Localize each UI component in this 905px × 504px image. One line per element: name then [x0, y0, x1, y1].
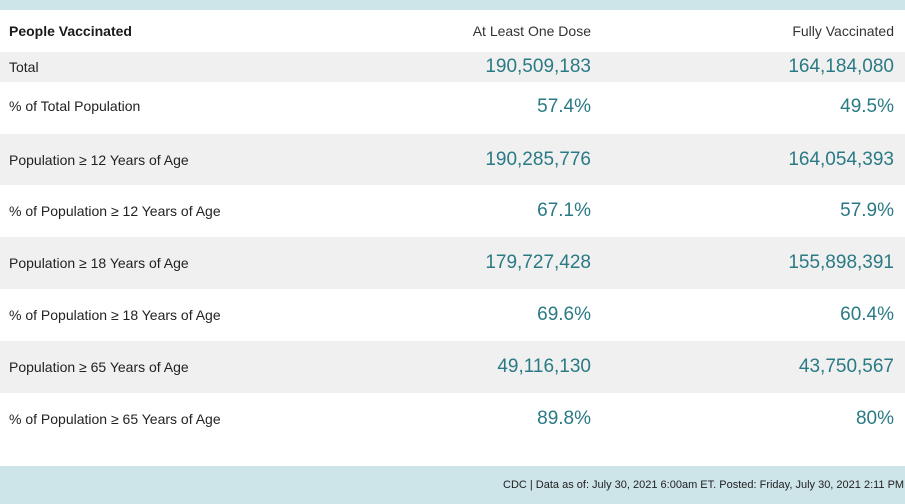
table-row: Population ≥ 12 Years of Age 190,285,776…: [0, 134, 905, 185]
at-least-one-dose-value: 57.4%: [537, 96, 591, 117]
at-least-one-dose-value: 89.8%: [537, 408, 591, 429]
at-least-one-dose-value: 67.1%: [537, 200, 591, 221]
row-label: % of Population ≥ 65 Years of Age: [9, 411, 221, 427]
row-label: Population ≥ 18 Years of Age: [9, 255, 189, 271]
fully-vaccinated-value: 57.9%: [840, 200, 894, 221]
row-label: Population ≥ 65 Years of Age: [9, 359, 189, 375]
table-row: % of Population ≥ 65 Years of Age 89.8% …: [0, 393, 905, 445]
fully-vaccinated-value: 43,750,567: [798, 356, 894, 377]
table-row: % of Population ≥ 12 Years of Age 67.1% …: [0, 185, 905, 237]
table-header-row: People Vaccinated At Least One Dose Full…: [0, 10, 905, 52]
row-label: Population ≥ 12 Years of Age: [9, 151, 189, 168]
header-at-least-one-dose: At Least One Dose: [472, 23, 591, 39]
top-strip: [0, 0, 905, 10]
row-label: % of Population ≥ 12 Years of Age: [9, 203, 221, 219]
row-label: % of Total Population: [9, 98, 141, 114]
at-least-one-dose-value: 49,116,130: [497, 356, 591, 377]
row-label: Total: [9, 59, 39, 75]
table-row: Population ≥ 18 Years of Age 179,727,428…: [0, 237, 905, 289]
table-row: % of Population ≥ 18 Years of Age 69.6% …: [0, 289, 905, 341]
header-label: People Vaccinated: [9, 23, 132, 39]
at-least-one-dose-value: 69.6%: [537, 304, 591, 325]
at-least-one-dose-value: 190,509,183: [485, 56, 591, 77]
fully-vaccinated-value: 80%: [855, 408, 894, 429]
header-fully-vaccinated: Fully Vaccinated: [792, 23, 894, 39]
table-row: Total 190,509,183 164,184,080: [0, 52, 905, 82]
row-label: % of Population ≥ 18 Years of Age: [9, 307, 221, 323]
vaccination-table: People Vaccinated At Least One Dose Full…: [0, 10, 905, 445]
footer-bar: CDC | Data as of: July 30, 2021 6:00am E…: [0, 466, 905, 504]
at-least-one-dose-value: 179,727,428: [485, 252, 591, 273]
fully-vaccinated-value: 155,898,391: [788, 252, 894, 273]
table-row: Population ≥ 65 Years of Age 49,116,130 …: [0, 341, 905, 393]
data-source-note: CDC | Data as of: July 30, 2021 6:00am E…: [503, 479, 905, 491]
table-row: % of Total Population 57.4% 49.5%: [0, 82, 905, 134]
at-least-one-dose-value: 190,285,776: [485, 148, 591, 170]
fully-vaccinated-value: 49.5%: [840, 96, 894, 117]
fully-vaccinated-value: 164,184,080: [788, 56, 894, 77]
fully-vaccinated-value: 60.4%: [840, 304, 894, 325]
fully-vaccinated-value: 164,054,393: [788, 148, 894, 170]
